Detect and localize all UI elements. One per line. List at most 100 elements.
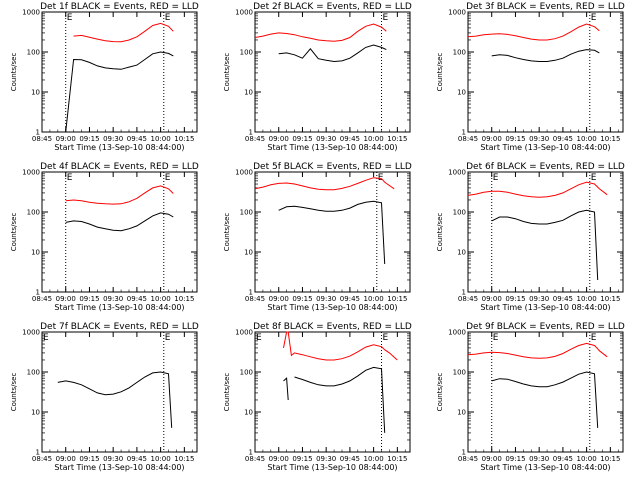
x-tick-label: 08:45 <box>32 455 52 463</box>
x-tick-label: 10:00 <box>364 295 384 303</box>
y-tick-label: 1 <box>36 289 40 297</box>
y-tick-label: 1 <box>36 129 40 137</box>
y-tick-label: 10 <box>31 249 40 257</box>
x-tick-label: 09:30 <box>103 295 123 303</box>
x-tick-label: 08:45 <box>32 135 52 143</box>
y-tick-label: 10 <box>244 409 253 417</box>
x-tick-label: 09:00 <box>269 455 289 463</box>
event-marker-label: E <box>67 173 73 183</box>
x-tick-label: 09:15 <box>292 295 312 303</box>
chart-title: Det 4f BLACK = Events, RED = LLD <box>40 162 199 172</box>
y-tick-label: 100 <box>27 369 40 377</box>
y-tick-label: 10 <box>457 89 466 97</box>
chart-panel-5: Det 5f BLACK = Events, RED = LLD 1 10 100 10… <box>223 162 412 312</box>
x-tick-label: 09:30 <box>103 455 123 463</box>
series-line-events <box>57 371 173 428</box>
y-axis-label: Counts/sec <box>223 213 231 252</box>
plot-frame <box>467 11 624 133</box>
y-tick-label: 1000 <box>22 169 40 177</box>
x-tick-label: 09:15 <box>292 135 312 143</box>
y-tick-label: 10 <box>31 409 40 417</box>
x-tick-label: 09:45 <box>127 455 147 463</box>
y-tick-label: 1000 <box>448 329 466 337</box>
x-tick-label: 09:45 <box>553 455 573 463</box>
x-tick-label: 10:15 <box>600 455 620 463</box>
y-tick-label: 100 <box>240 369 253 377</box>
x-tick-label: 10:00 <box>151 295 171 303</box>
y-tick-label: 1 <box>249 449 253 457</box>
chart-title: Det 8f BLACK = Events, RED = LLD <box>253 322 412 332</box>
chart-panel-7: Det 7f BLACK = Events, RED = LLD 1 10 100 10… <box>10 322 199 472</box>
x-tick-label: 09:15 <box>505 135 525 143</box>
x-tick-label: 08:45 <box>245 455 265 463</box>
plot-frame <box>467 171 624 293</box>
event-marker-label: E <box>591 173 597 183</box>
x-tick-label: 09:45 <box>553 135 573 143</box>
y-tick-label: 1 <box>249 289 253 297</box>
y-tick-label: 10 <box>244 249 253 257</box>
x-tick-label: 09:45 <box>340 455 360 463</box>
x-tick-label: 09:30 <box>316 295 336 303</box>
x-axis-label: Start Time (13-Sep-10 08:44:00) <box>480 303 610 312</box>
x-tick-label: 09:15 <box>79 295 99 303</box>
chart-title: Det 6f BLACK = Events, RED = LLD <box>466 162 625 172</box>
y-tick-label: 1 <box>249 129 253 137</box>
y-tick-label: 1000 <box>448 169 466 177</box>
x-tick-label: 10:00 <box>577 295 597 303</box>
x-tick-label: 09:00 <box>56 135 76 143</box>
event-marker-label: E <box>43 333 49 343</box>
series-line-events <box>491 371 599 428</box>
x-tick-label: 08:45 <box>458 135 478 143</box>
y-tick-label: 1 <box>462 289 466 297</box>
x-tick-label: 08:45 <box>245 135 265 143</box>
x-tick-label: 09:00 <box>482 135 502 143</box>
y-tick-label: 1 <box>462 449 466 457</box>
y-tick-label: 100 <box>240 49 253 57</box>
event-marker-label: E <box>383 333 389 343</box>
y-tick-label: 1000 <box>235 169 253 177</box>
x-tick-label: 10:00 <box>151 135 171 143</box>
x-tick-label: 09:30 <box>316 455 336 463</box>
x-axis-label: Start Time (13-Sep-10 08:44:00) <box>480 143 610 152</box>
event-marker-label: E <box>165 173 171 183</box>
y-tick-label: 100 <box>27 209 40 217</box>
event-marker-label: E <box>493 333 499 343</box>
chart-panel-6: Det 6f BLACK = Events, RED = LLD 1 10 100 10… <box>436 162 625 312</box>
x-tick-label: 10:00 <box>151 455 171 463</box>
x-axis-label: Start Time (13-Sep-10 08:44:00) <box>54 463 184 472</box>
plot-frame <box>467 331 624 453</box>
x-tick-label: 10:15 <box>600 135 620 143</box>
x-axis-label: Start Time (13-Sep-10 08:44:00) <box>267 143 397 152</box>
chart-panel-3: Det 3f BLACK = Events, RED = LLD 1 10 100 10… <box>436 2 625 152</box>
x-tick-label: 09:45 <box>340 135 360 143</box>
event-marker-label: E <box>383 13 389 23</box>
series-line-lld <box>254 177 395 191</box>
y-axis-label: Counts/sec <box>223 373 231 412</box>
y-axis-label: Counts/sec <box>436 213 444 252</box>
y-tick-label: 1 <box>36 449 40 457</box>
event-marker-label: E <box>67 13 73 23</box>
x-axis-label: Start Time (13-Sep-10 08:44:00) <box>480 463 610 472</box>
plot-frame <box>254 331 411 453</box>
x-tick-label: 10:15 <box>387 455 407 463</box>
y-tick-label: 10 <box>457 249 466 257</box>
series-line-events <box>278 44 387 63</box>
series-line-lld <box>73 22 174 43</box>
y-tick-label: 100 <box>453 369 466 377</box>
x-tick-label: 09:00 <box>269 135 289 143</box>
x-tick-label: 09:15 <box>505 455 525 463</box>
y-tick-label: 1000 <box>235 329 253 337</box>
series-line-lld <box>467 23 600 41</box>
y-tick-label: 10 <box>31 89 40 97</box>
series-line-lld <box>467 342 608 359</box>
y-tick-label: 100 <box>27 49 40 57</box>
y-axis-label: Counts/sec <box>223 53 231 92</box>
series-line-events <box>65 51 174 133</box>
plot-frame <box>41 171 198 293</box>
y-axis-label: Counts/sec <box>10 53 18 92</box>
x-axis-label: Start Time (13-Sep-10 08:44:00) <box>267 303 397 312</box>
y-tick-label: 10 <box>244 89 253 97</box>
chart-panel-2: Det 2f BLACK = Events, RED = LLD 1 10 100 10… <box>223 2 412 152</box>
event-marker-label: E <box>591 333 597 343</box>
